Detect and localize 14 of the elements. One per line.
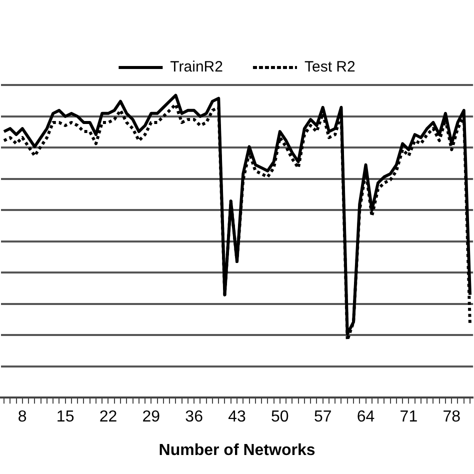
legend-label: TrainR2: [170, 58, 223, 76]
x-tick-label: 36: [185, 408, 204, 426]
x-tick-label: 15: [56, 408, 74, 426]
x-tick-label: 50: [271, 408, 289, 426]
x-axis-title: Number of Networks: [158, 442, 316, 459]
x-tick-label: 8: [18, 408, 27, 426]
x-tick-label: 57: [314, 408, 332, 426]
x-tick-label: 43: [228, 408, 246, 426]
x-tick-label: 29: [142, 408, 160, 426]
x-tick-label: 78: [442, 408, 461, 426]
x-tick-label: 64: [356, 408, 375, 426]
x-tick-label: 71: [400, 408, 418, 426]
x-tick-label: 22: [99, 408, 118, 426]
legend-label: Test R2: [304, 58, 356, 76]
